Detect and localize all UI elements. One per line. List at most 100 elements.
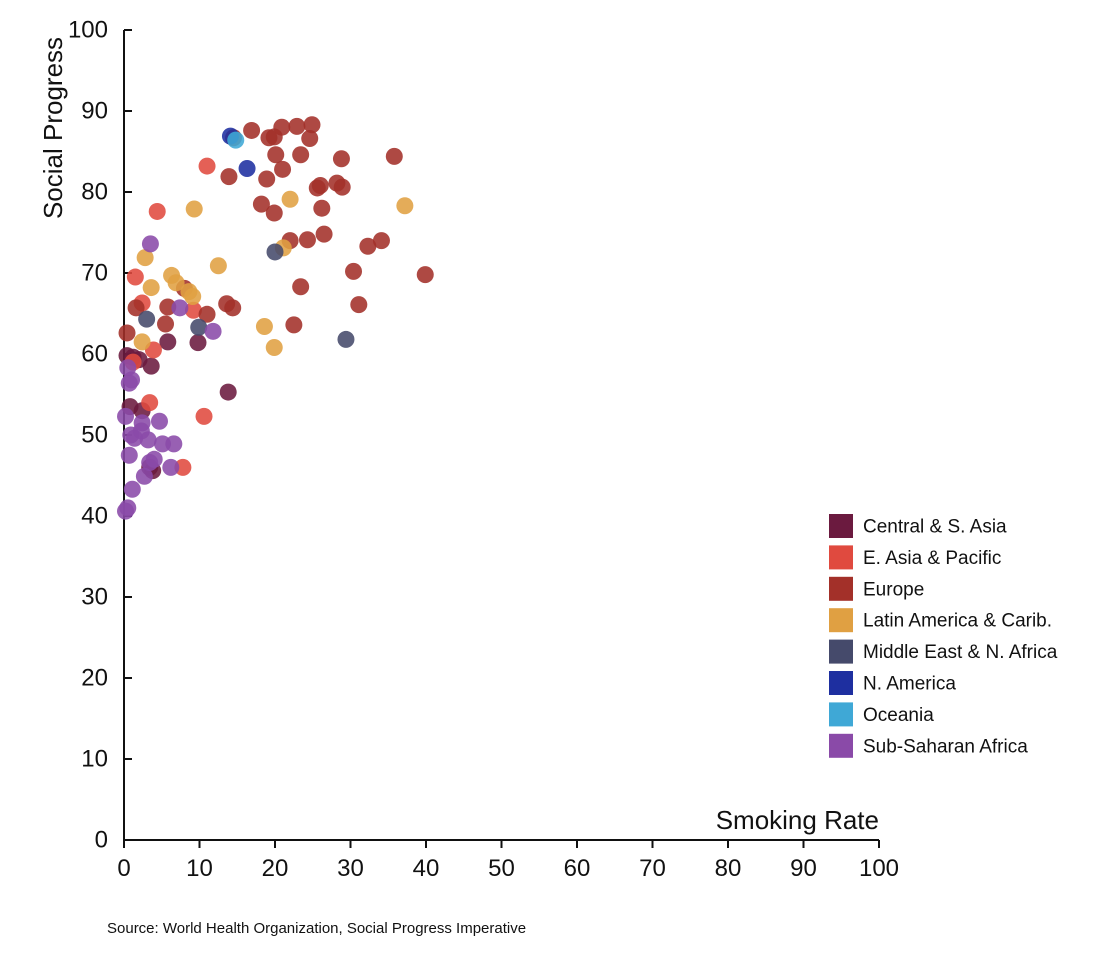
data-point-europe xyxy=(385,147,403,165)
data-point-europe xyxy=(292,278,310,296)
x-axis-title: Smoking Rate xyxy=(716,805,879,835)
x-tick-label: 40 xyxy=(413,855,440,882)
data-point-latin-america-carib xyxy=(255,317,273,335)
y-tick-label: 0 xyxy=(95,827,108,854)
data-point-sub-saharan-africa xyxy=(150,412,168,430)
legend-label-middle-east-n-africa: Middle East & N. Africa xyxy=(863,642,1058,663)
data-point-europe xyxy=(350,296,368,314)
source-note: Source: World Health Organization, Socia… xyxy=(107,920,527,937)
legend-label-oceania: Oceania xyxy=(863,705,934,726)
data-point-central-s-asia xyxy=(159,333,177,351)
data-point-europe xyxy=(285,316,303,334)
data-point-e-asia-pacific xyxy=(174,458,192,476)
y-tick-label: 90 xyxy=(81,98,108,125)
legend-swatch-latin-america-carib xyxy=(829,608,853,633)
y-tick-label: 10 xyxy=(81,746,108,773)
data-point-latin-america-carib xyxy=(209,257,227,275)
legend-swatch-sub-saharan-africa xyxy=(829,733,853,758)
y-tick-label: 70 xyxy=(81,260,108,287)
y-tick-label: 80 xyxy=(81,179,108,206)
data-point-sub-saharan-africa xyxy=(204,322,222,340)
data-point-sub-saharan-africa xyxy=(120,446,138,464)
data-point-sub-saharan-africa xyxy=(141,454,159,472)
data-points xyxy=(117,116,434,520)
data-point-europe xyxy=(127,299,145,317)
y-tick-label: 50 xyxy=(81,422,108,449)
data-point-europe xyxy=(332,150,350,168)
x-tick-label: 100 xyxy=(859,855,899,882)
data-point-europe xyxy=(159,298,177,316)
data-point-sub-saharan-africa xyxy=(123,480,141,498)
data-point-middle-east-n-africa xyxy=(190,318,208,336)
legend-swatch-middle-east-n-africa xyxy=(829,639,853,664)
data-point-latin-america-carib xyxy=(281,190,299,208)
legend-swatch-n-america xyxy=(829,671,853,695)
data-point-europe xyxy=(273,118,291,136)
legend-swatch-central-s-asia xyxy=(829,514,853,538)
data-point-sub-saharan-africa xyxy=(162,458,180,476)
data-point-e-asia-pacific xyxy=(148,202,166,220)
data-point-europe xyxy=(224,299,242,317)
legend: Central & S. Asia E. Asia & Pacific Europe… xyxy=(829,514,1058,758)
data-point-sub-saharan-africa xyxy=(171,299,189,317)
data-point-latin-america-carib xyxy=(142,279,160,297)
data-point-latin-america-carib xyxy=(396,197,414,215)
data-point-middle-east-n-africa xyxy=(337,330,355,348)
data-point-sub-saharan-africa xyxy=(120,374,138,392)
data-point-latin-america-carib xyxy=(133,333,151,351)
y-tick-label: 20 xyxy=(81,665,108,692)
data-point-e-asia-pacific xyxy=(195,407,213,425)
legend-swatch-oceania xyxy=(829,702,853,727)
legend-label-n-america: N. America xyxy=(863,674,956,695)
data-point-sub-saharan-africa xyxy=(126,429,144,447)
x-tick-label: 10 xyxy=(186,855,213,882)
data-point-europe xyxy=(313,199,331,217)
y-tick-label: 40 xyxy=(81,503,108,530)
data-point-latin-america-carib xyxy=(185,200,203,218)
x-tick-label: 70 xyxy=(639,855,666,882)
data-point-europe xyxy=(345,262,363,280)
data-point-latin-america-carib xyxy=(184,287,202,305)
data-point-sub-saharan-africa xyxy=(165,435,183,453)
axes xyxy=(123,30,879,841)
data-point-e-asia-pacific xyxy=(141,394,159,412)
data-point-latin-america-carib xyxy=(265,339,283,357)
data-point-europe xyxy=(372,232,390,250)
y-tick-label: 60 xyxy=(81,341,108,368)
legend-label-europe: Europe xyxy=(863,579,924,600)
data-point-sub-saharan-africa xyxy=(117,407,135,425)
data-point-europe xyxy=(359,237,377,255)
y-tick-label: 30 xyxy=(81,584,108,611)
data-point-europe xyxy=(157,315,175,333)
data-point-europe xyxy=(220,168,238,186)
data-point-latin-america-carib xyxy=(167,274,185,292)
data-point-europe xyxy=(292,146,310,164)
data-point-latin-america-carib xyxy=(136,249,154,267)
x-tick-label: 50 xyxy=(488,855,515,882)
data-point-europe xyxy=(288,117,306,135)
legend-swatch-e-asia-pacific xyxy=(829,545,853,570)
data-point-europe xyxy=(301,130,319,148)
x-tick-label: 20 xyxy=(262,855,289,882)
x-tick-label: 60 xyxy=(564,855,591,882)
legend-swatch-europe xyxy=(829,576,853,601)
y-axis-title: Social Progress xyxy=(38,37,68,219)
data-point-e-asia-pacific xyxy=(184,301,202,319)
data-point-central-s-asia xyxy=(219,383,237,401)
legend-label-central-s-asia: Central & S. Asia xyxy=(863,517,1007,538)
data-point-europe xyxy=(315,225,333,243)
legend-label-e-asia-pacific: E. Asia & Pacific xyxy=(863,548,1001,569)
data-point-e-asia-pacific xyxy=(198,157,216,175)
data-point-europe xyxy=(265,204,283,222)
data-point-europe xyxy=(252,195,270,213)
x-ticks: 0 10 20 30 40 50 60 70 80 90 100 xyxy=(117,840,899,882)
data-point-sub-saharan-africa xyxy=(117,502,135,520)
data-point-e-asia-pacific xyxy=(126,268,144,286)
data-point-sub-saharan-africa xyxy=(135,467,153,485)
data-point-europe xyxy=(198,305,216,323)
data-point-europe xyxy=(267,146,285,164)
data-point-middle-east-n-africa xyxy=(266,243,284,261)
data-point-europe xyxy=(303,116,321,134)
data-point-n-america xyxy=(238,160,256,178)
